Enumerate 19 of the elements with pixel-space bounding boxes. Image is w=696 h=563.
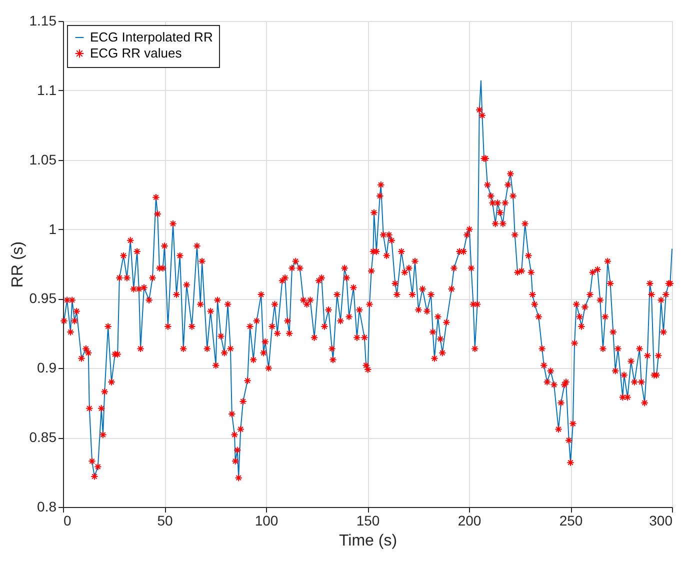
y-tick-label: 0.95 <box>29 290 57 306</box>
y-tick-label: 0.9 <box>37 360 57 376</box>
y-axis-title: RR (s) <box>9 241 26 288</box>
x-tick-label: 200 <box>458 512 482 528</box>
y-tick-label: 1.05 <box>29 151 57 168</box>
x-tick-label: 100 <box>254 512 278 528</box>
x-tick-label: 0 <box>64 512 72 528</box>
x-tick-label: 150 <box>356 512 380 528</box>
x-axis-title: Time (s) <box>338 532 398 550</box>
x-tick-label: 250 <box>559 512 583 528</box>
y-tick-label: 0.85 <box>29 429 57 446</box>
x-tick-label: 50 <box>157 512 173 528</box>
y-tick-label: 1 <box>48 220 57 237</box>
legend-label: ECG Interpolated RR <box>90 30 213 44</box>
y-tick-label: 1.15 <box>29 12 57 28</box>
x-tick-label: 300 <box>649 512 673 528</box>
y-tick-label: 1.1 <box>37 82 57 98</box>
y-tick-label: 0.8 <box>37 498 57 514</box>
legend-label: ECG RR values <box>90 46 182 60</box>
